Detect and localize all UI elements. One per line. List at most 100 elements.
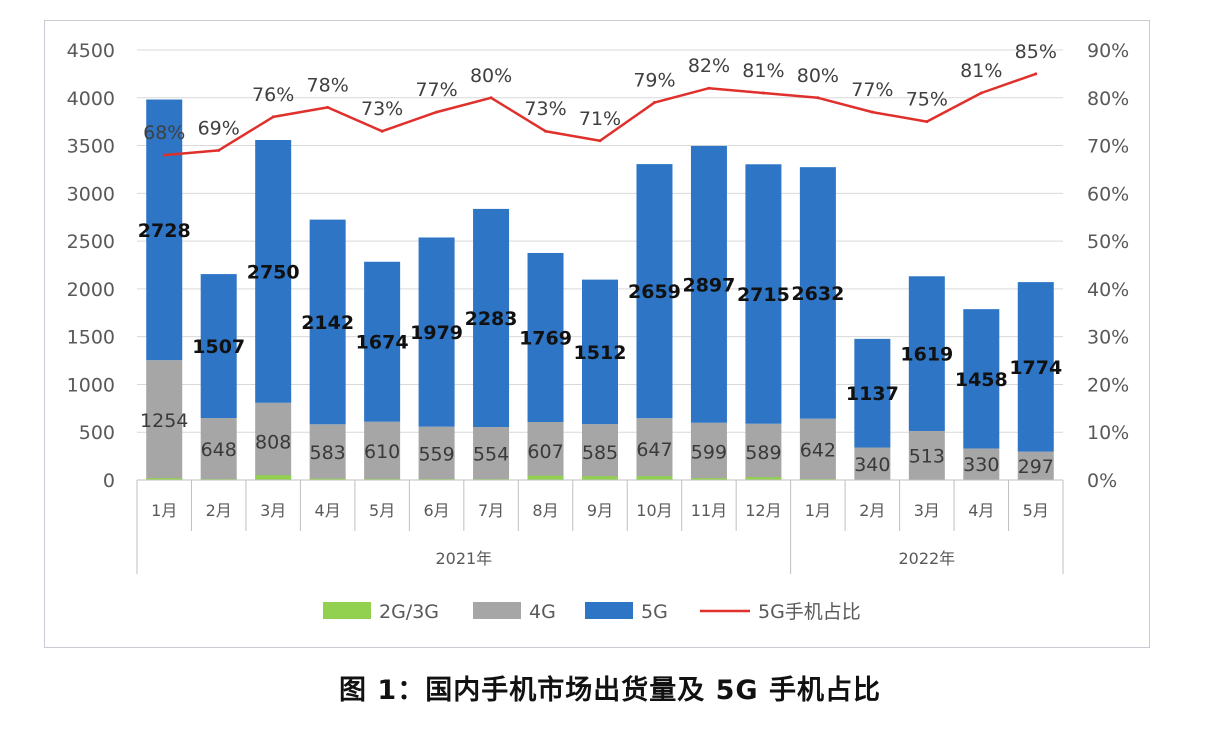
4g-data-label: 554 — [473, 444, 509, 466]
chart-frame: 0 500 1000 1500 2000 2500 3000 3500 4000 4500 0% 10… — [44, 20, 1150, 648]
pct-data-label: 78% — [307, 74, 349, 96]
y-right-tick-label: 10% — [1087, 422, 1129, 444]
bar-5g — [527, 252, 564, 422]
legend-swatch — [323, 602, 371, 619]
bar-4g — [582, 424, 618, 480]
5g-data-label: 1769 — [519, 327, 572, 349]
x-month-label: 5月 — [369, 501, 395, 520]
4g-data-label: 589 — [745, 442, 781, 464]
5g-data-label: 1512 — [574, 342, 627, 364]
5g-data-label: 1458 — [955, 369, 1008, 391]
bar-2g3g — [745, 477, 782, 480]
bar-5g — [799, 167, 836, 419]
pct-data-label: 73% — [361, 98, 403, 120]
y-left-tick-label: 4500 — [67, 40, 115, 62]
y-left-tick-label: 0 — [103, 470, 115, 492]
pct-data-label: 81% — [742, 60, 784, 82]
x-month-label: 2月 — [206, 501, 232, 520]
bar-2g3g — [636, 476, 673, 480]
line-point-5g-share — [435, 110, 439, 114]
legend-label: 4G — [529, 601, 556, 623]
bar-4g — [527, 421, 564, 480]
chart-svg: 0 500 1000 1500 2000 2500 3000 3500 4000 4500 0% 10… — [67, 40, 1130, 623]
legend-swatch — [585, 602, 633, 619]
bar-5g — [963, 309, 1000, 449]
bar-4g — [690, 422, 727, 480]
bar-5g — [418, 237, 455, 427]
4g-data-label: 607 — [527, 441, 563, 463]
line-point-5g-share — [979, 91, 983, 95]
bar-5g — [854, 338, 891, 448]
4g-data-label: 642 — [800, 439, 836, 461]
legend-label: 2G/3G — [379, 601, 439, 623]
y-left-tick-label: 3000 — [67, 183, 115, 205]
y-right-tick-label: 70% — [1087, 136, 1129, 158]
bar-4g — [636, 418, 673, 480]
x-month-label: 3月 — [914, 501, 940, 520]
x-month-label: 5月 — [1023, 501, 1049, 520]
5g-data-label: 2897 — [682, 274, 735, 296]
legend-swatch — [473, 602, 521, 619]
bar-5g — [908, 276, 945, 431]
bar-2g3g — [527, 475, 564, 480]
y-right-tick-label: 90% — [1087, 40, 1129, 62]
line-point-5g-share — [271, 115, 275, 119]
bar-5g — [309, 219, 346, 425]
4g-data-label: 599 — [691, 441, 727, 463]
5g-data-label: 2283 — [465, 308, 518, 330]
5g-data-label: 1774 — [1009, 357, 1062, 379]
bar-4g — [854, 447, 891, 480]
bar-4g — [146, 360, 183, 480]
bar-5g — [364, 261, 401, 422]
bar-5g — [1017, 282, 1054, 452]
5g-data-label: 1979 — [410, 322, 463, 344]
bar-4g — [200, 418, 237, 480]
y-left-tick-label: 4000 — [67, 88, 115, 110]
x-month-label: 1月 — [805, 501, 831, 520]
bar-2g3g — [146, 478, 183, 480]
pct-data-label: 85% — [1015, 41, 1057, 63]
5g-data-label: 2715 — [737, 284, 790, 306]
x-month-label: 10月 — [636, 501, 672, 520]
y-left-tick-label: 1000 — [67, 374, 115, 396]
pct-data-label: 77% — [415, 79, 457, 101]
line-point-5g-share — [707, 86, 711, 90]
x-month-label: 12月 — [745, 501, 781, 520]
y-left-tick-label: 1500 — [67, 327, 115, 349]
pct-data-label: 69% — [198, 117, 240, 139]
pct-data-label: 75% — [906, 89, 948, 111]
4g-data-label: 1254 — [140, 410, 188, 432]
line-point-5g-share — [544, 129, 548, 133]
line-point-5g-share — [1034, 72, 1038, 76]
pct-data-label: 68% — [143, 122, 185, 144]
line-point-5g-share — [489, 96, 493, 100]
pct-data-label: 80% — [470, 65, 512, 87]
x-year-label: 2021年 — [435, 549, 492, 568]
y-right-tick-label: 50% — [1087, 231, 1129, 253]
x-month-label: 1月 — [151, 501, 177, 520]
y-right-tick-label: 40% — [1087, 279, 1129, 301]
bar-5g — [255, 140, 292, 403]
pct-data-label: 71% — [579, 108, 621, 130]
bar-2g3g — [309, 478, 346, 480]
y-right-tick-label: 80% — [1087, 88, 1129, 110]
4g-data-label: 808 — [255, 431, 291, 453]
y-right-tick-label: 20% — [1087, 374, 1129, 396]
x-month-label: 4月 — [968, 501, 994, 520]
y-left-tick-label: 2500 — [67, 231, 115, 253]
bar-5g — [690, 145, 727, 423]
pct-data-label: 79% — [633, 70, 675, 92]
line-point-5g-share — [761, 91, 765, 95]
4g-data-label: 340 — [854, 454, 890, 476]
line-point-5g-share — [925, 120, 929, 124]
pct-data-label: 80% — [797, 65, 839, 87]
line-point-5g-share — [598, 139, 602, 143]
pct-data-label: 77% — [851, 79, 893, 101]
bar-2g3g — [582, 476, 618, 480]
4g-data-label: 610 — [364, 441, 400, 463]
bar-4g — [799, 418, 836, 480]
y-left-tick-label: 2000 — [67, 279, 115, 301]
x-month-label: 8月 — [532, 501, 558, 520]
x-month-label: 7月 — [478, 501, 504, 520]
pct-data-label: 73% — [524, 98, 566, 120]
